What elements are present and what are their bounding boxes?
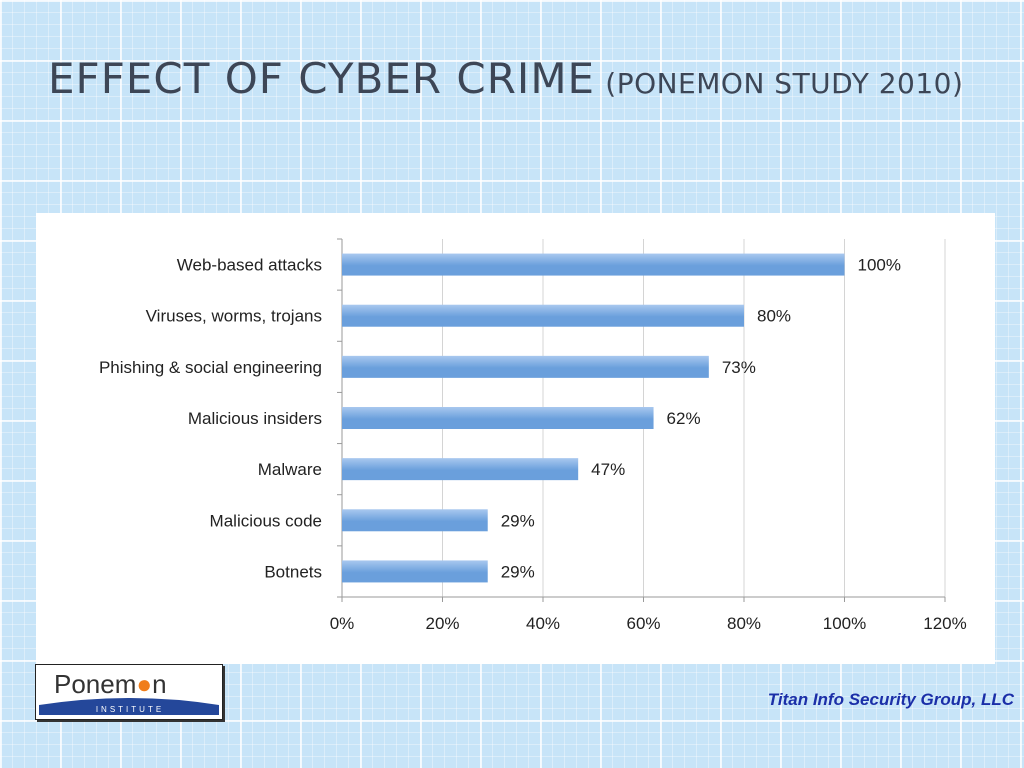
value-label: 73% <box>722 358 756 377</box>
value-label: 29% <box>501 562 535 581</box>
category-label: Malicious insiders <box>188 409 322 428</box>
footer-credit: Titan Info Security Group, LLC <box>767 690 1014 709</box>
title-main: EFFECT OF CYBER CRIME <box>48 54 596 103</box>
x-tick-label: 60% <box>626 614 660 633</box>
title-subtitle: (PONEMON STUDY 2010) <box>605 67 964 100</box>
bar <box>342 509 488 532</box>
bar <box>342 407 654 429</box>
logo-wordmark: Ponem●n <box>54 669 167 699</box>
bar <box>342 253 845 276</box>
chart-panel: 0% 20% 40% 60% 80% 100% 120% Web-based attacks 1… <box>36 213 995 664</box>
bar-chart: 0% 20% 40% 60% 80% 100% 120% Web-based attacks 1… <box>99 238 967 633</box>
category-label: Malicious code <box>210 511 322 530</box>
labels: 0% 20% 40% 60% 80% 100% 120% Web-based attacks 1… <box>99 256 967 633</box>
category-label: Viruses, worms, trojans <box>146 307 322 326</box>
ponemon-logo: Ponem●n INSTITUTE <box>35 664 223 720</box>
bar <box>342 560 488 583</box>
x-tick-label: 100% <box>823 614 866 633</box>
category-label: Botnets <box>264 562 322 581</box>
category-label: Web-based attacks <box>177 256 322 275</box>
bar <box>342 355 709 378</box>
x-tick-label: 20% <box>425 614 459 633</box>
category-label: Phishing & social engineering <box>99 358 322 377</box>
bars <box>342 253 845 583</box>
x-tick-label: 120% <box>923 614 966 633</box>
bar <box>342 458 579 481</box>
value-label: 80% <box>757 307 791 326</box>
category-label: Malware <box>258 460 322 479</box>
x-tick-label: 40% <box>526 614 560 633</box>
logo-band <box>39 698 219 715</box>
x-tick-label: 80% <box>727 614 761 633</box>
x-tick-label: 0% <box>330 614 355 633</box>
value-label: 29% <box>501 511 535 530</box>
value-label: 100% <box>858 256 901 275</box>
bar <box>342 304 744 327</box>
slide-title: EFFECT OF CYBER CRIME (PONEMON STUDY 201… <box>48 58 963 100</box>
value-label: 62% <box>667 409 701 428</box>
ponemon-logo-mark: Ponem●n INSTITUTE <box>39 669 219 715</box>
value-label: 47% <box>591 460 625 479</box>
logo-tagline: INSTITUTE <box>96 705 164 714</box>
